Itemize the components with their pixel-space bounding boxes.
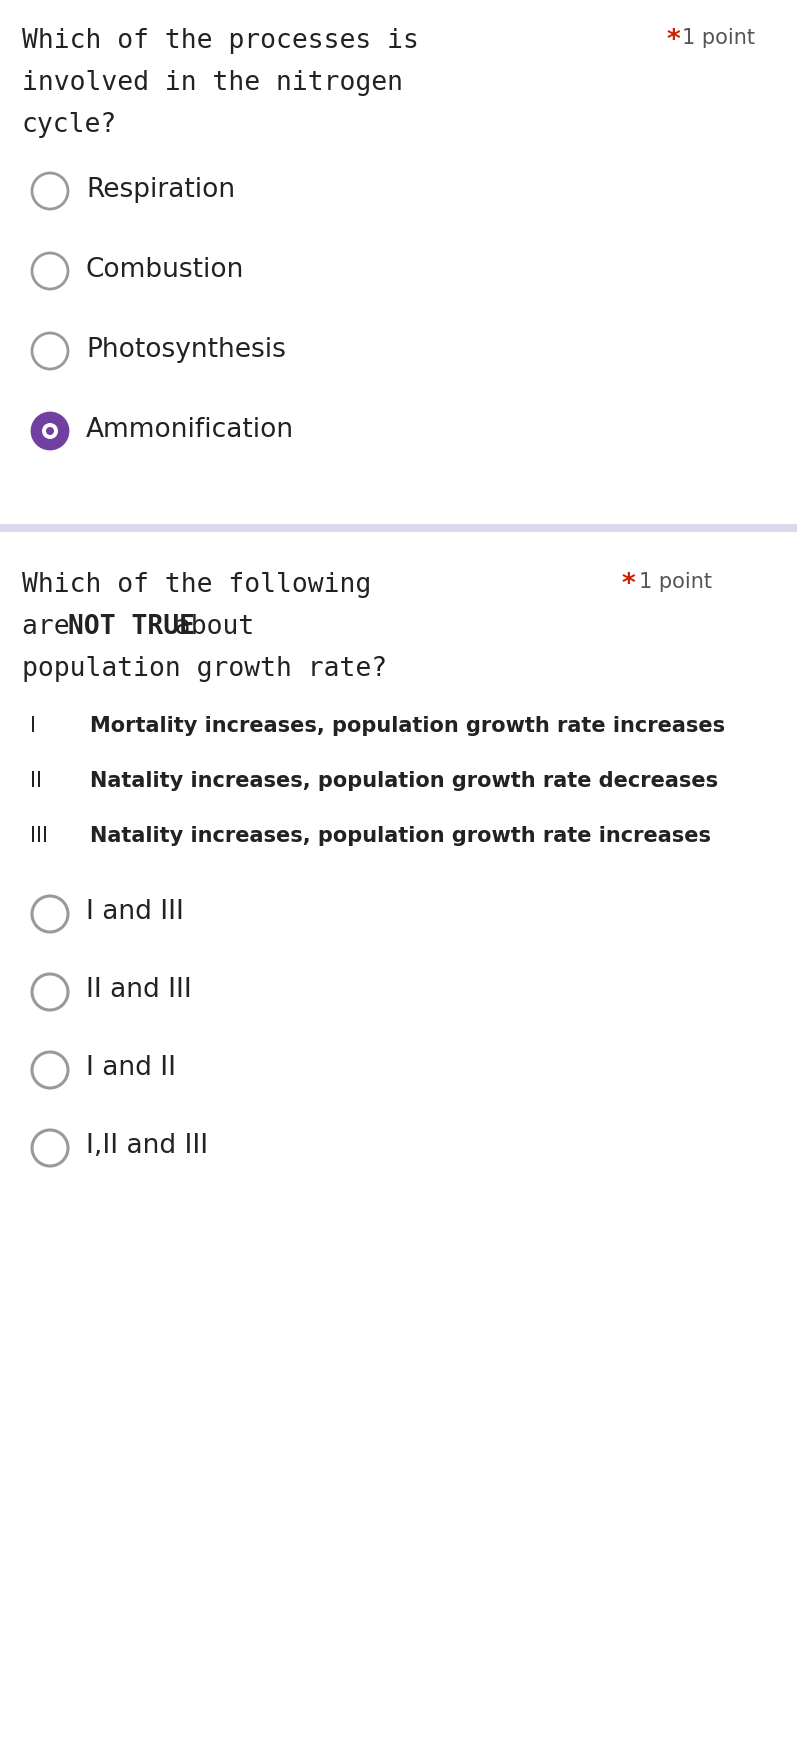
Text: Natality increases, population growth rate increases: Natality increases, population growth ra… — [90, 826, 711, 846]
Circle shape — [46, 427, 54, 434]
Text: Combustion: Combustion — [86, 257, 245, 284]
Text: are: are — [22, 615, 85, 641]
Bar — [0, 524, 797, 532]
Text: about: about — [159, 615, 255, 641]
Text: Mortality increases, population growth rate increases: Mortality increases, population growth r… — [90, 716, 725, 735]
Text: *: * — [622, 573, 636, 599]
Text: 1 point: 1 point — [682, 28, 755, 47]
Text: III: III — [30, 826, 48, 846]
Text: II and III: II and III — [86, 977, 192, 1003]
Text: Natality increases, population growth rate decreases: Natality increases, population growth ra… — [90, 770, 718, 791]
Text: Respiration: Respiration — [86, 177, 235, 203]
Circle shape — [42, 424, 58, 440]
Text: Photosynthesis: Photosynthesis — [86, 336, 286, 362]
Text: Which of the processes is: Which of the processes is — [22, 28, 419, 54]
Text: 1 point: 1 point — [639, 573, 712, 592]
Text: Which of the following: Which of the following — [22, 573, 371, 599]
Text: involved in the nitrogen: involved in the nitrogen — [22, 70, 403, 96]
Circle shape — [32, 413, 68, 448]
Text: I and II: I and II — [86, 1056, 176, 1080]
Text: cycle?: cycle? — [22, 112, 117, 138]
Text: population growth rate?: population growth rate? — [22, 657, 387, 681]
Text: I,II and III: I,II and III — [86, 1133, 208, 1159]
Text: I and III: I and III — [86, 898, 184, 925]
Text: *: * — [667, 28, 681, 54]
Text: II: II — [30, 770, 42, 791]
Text: NOT TRUE: NOT TRUE — [68, 615, 194, 641]
Text: Ammonification: Ammonification — [86, 417, 294, 443]
Text: I: I — [30, 716, 36, 735]
